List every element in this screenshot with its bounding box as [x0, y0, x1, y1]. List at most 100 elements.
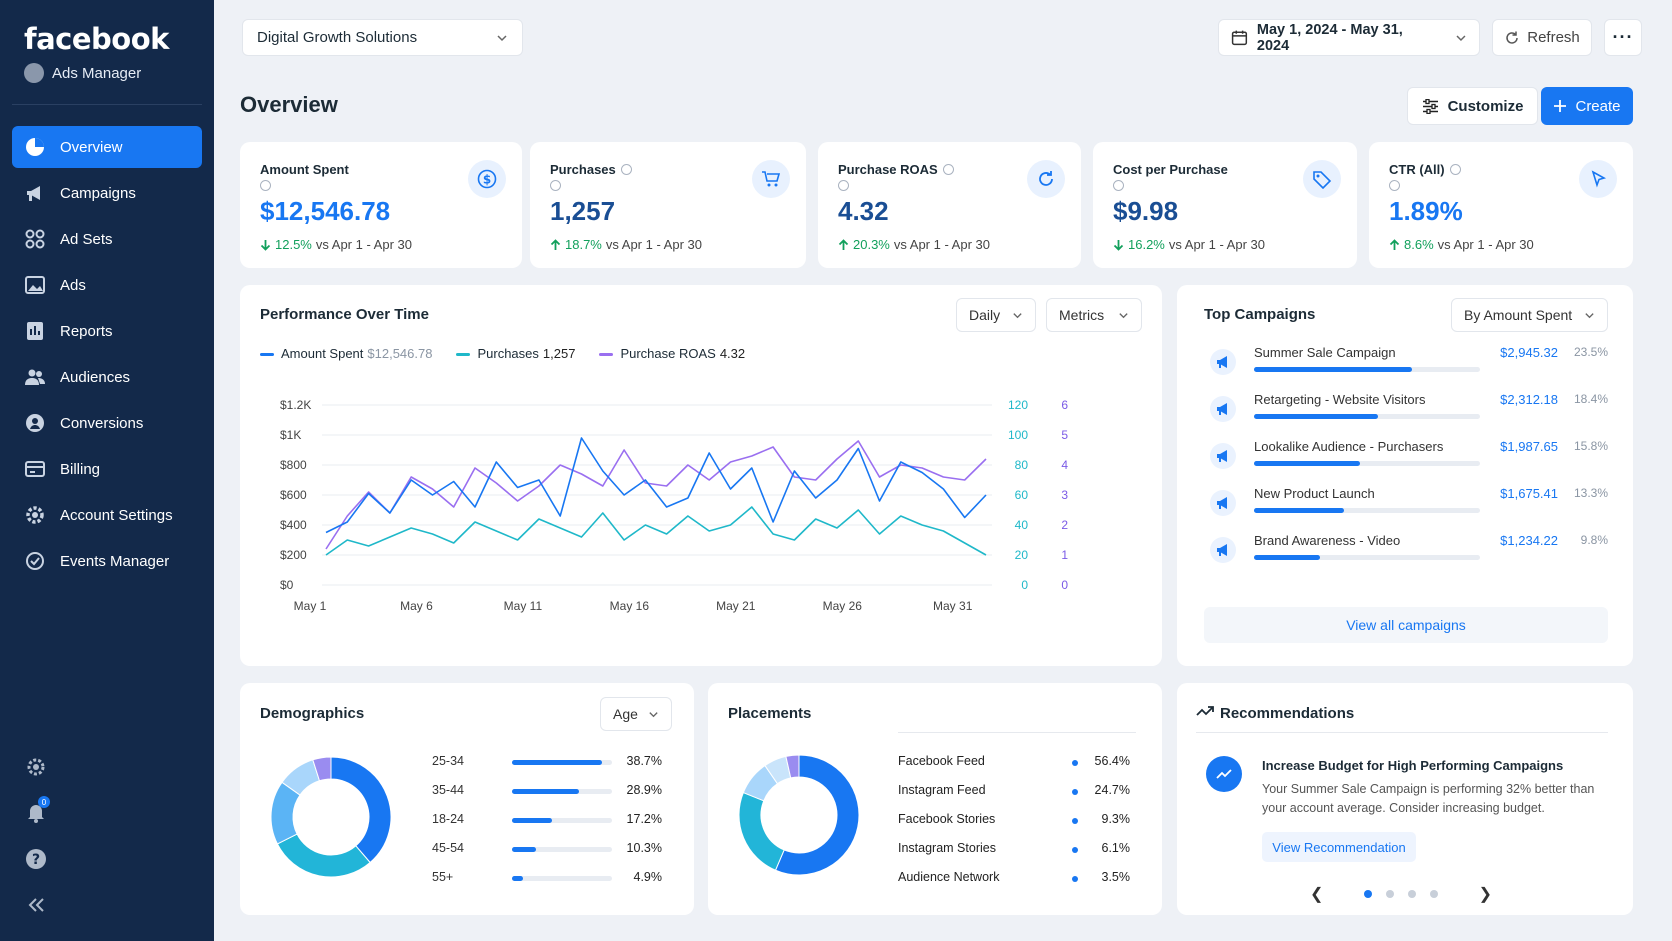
demographics-slice[interactable]: [330, 756, 392, 864]
demographics-row[interactable]: 35-44 28.9%: [432, 783, 662, 803]
refresh-button[interactable]: Refresh: [1492, 19, 1592, 56]
campaign-amount: $1,675.41: [1500, 486, 1558, 501]
info-icon[interactable]: [1449, 164, 1461, 175]
placement-row[interactable]: Instagram Feed 24.7%: [898, 783, 1130, 803]
kpi-icon-badge: [1027, 160, 1065, 198]
legend-item[interactable]: Purchase ROAS 4.32: [599, 346, 745, 361]
y-right-tick: 0: [1061, 578, 1068, 592]
facebook-logo[interactable]: facebook: [24, 22, 169, 56]
create-button[interactable]: Create: [1541, 87, 1633, 125]
info-icon[interactable]: [550, 180, 561, 191]
account-name: Digital Growth Solutions: [257, 29, 418, 46]
pager-dots: [1364, 890, 1438, 898]
customize-button[interactable]: Customize: [1407, 87, 1538, 125]
kpi-card-purchases[interactable]: Purchases 1,257 18.7% vs Apr 1 - Apr 30: [530, 142, 806, 268]
campaign-row[interactable]: Brand Awareness - Video $1,234.22 9.8%: [1210, 533, 1610, 573]
placements-slice[interactable]: [738, 791, 785, 871]
demographics-bar: [512, 789, 612, 794]
megaphone-glyph: [1217, 544, 1227, 556]
legend-item[interactable]: Purchases 1,257: [456, 346, 575, 361]
info-icon[interactable]: [620, 164, 632, 175]
settings-gear-icon[interactable]: [24, 755, 48, 779]
placement-row[interactable]: Facebook Feed 56.4%: [898, 754, 1130, 774]
view-recommendation-button[interactable]: View Recommendation: [1262, 832, 1416, 862]
kpi-card-ctr[interactable]: CTR (All) 1.89% 8.6% vs Apr 1 - Apr 30: [1369, 142, 1633, 268]
pager-dot[interactable]: [1408, 890, 1416, 898]
placement-row[interactable]: Facebook Stories 9.3%: [898, 812, 1130, 832]
info-icon[interactable]: [1113, 180, 1124, 191]
kpi-label: Purchases: [550, 162, 632, 177]
demographics-row[interactable]: 45-54 10.3%: [432, 841, 662, 861]
kpi-change: 8.6% vs Apr 1 - Apr 30: [1389, 237, 1534, 252]
help-icon[interactable]: ?: [24, 847, 48, 871]
pager-dot[interactable]: [1430, 890, 1438, 898]
demographics-row[interactable]: 55+ 4.9%: [432, 870, 662, 890]
sidebar-item-reports[interactable]: Reports: [12, 310, 202, 352]
legend-item[interactable]: Amount Spent $12,546.78: [260, 346, 432, 361]
kpi-label-text: Cost per Purchase: [1113, 162, 1228, 177]
demographics-title: Demographics: [260, 705, 365, 722]
campaign-row[interactable]: Summer Sale Campaign $2,945.32 23.5%: [1210, 345, 1610, 385]
sidebar-item-campaigns[interactable]: Campaigns: [12, 172, 202, 214]
info-icon[interactable]: [1389, 180, 1400, 191]
campaign-percent: 13.3%: [1573, 486, 1608, 500]
top-campaigns-card: [1177, 285, 1633, 666]
sidebar-item-events-manager[interactable]: Events Manager: [12, 540, 202, 582]
sidebar: facebook Ads Manager Overview Campaigns Ad…: [0, 0, 214, 941]
demographics-bar-fill: [512, 789, 580, 794]
metrics-dropdown[interactable]: Metrics: [1046, 298, 1142, 332]
sidebar-item-overview[interactable]: Overview: [12, 126, 202, 168]
next-arrow-icon[interactable]: ❯: [1478, 886, 1492, 903]
campaign-sort-dropdown[interactable]: By Amount Spent: [1451, 298, 1608, 332]
placement-row[interactable]: Instagram Stories 6.1%: [898, 841, 1130, 861]
demographics-bar: [512, 818, 612, 823]
demographics-percent: 28.9%: [626, 783, 662, 797]
sidebar-item-account-settings[interactable]: Account Settings: [12, 494, 202, 536]
campaign-amount: $2,312.18: [1500, 392, 1558, 407]
demographics-slice[interactable]: [276, 833, 371, 878]
kpi-card-cost-per-purchase[interactable]: Cost per Purchase $9.98 16.2% vs Apr 1 - Ap…: [1093, 142, 1357, 268]
kpi-change-value: 18.7%: [565, 237, 602, 252]
campaign-row[interactable]: New Product Launch $1,675.41 13.3%: [1210, 486, 1610, 526]
campaign-row[interactable]: Retargeting - Website Visitors $2,312.18 1…: [1210, 392, 1610, 432]
info-icon[interactable]: [838, 180, 849, 191]
demographics-slice[interactable]: [312, 756, 332, 782]
placements-slice[interactable]: [785, 754, 800, 779]
collapse-sidebar-icon[interactable]: [24, 893, 48, 917]
sidebar-item-conversions[interactable]: Conversions: [12, 402, 202, 444]
sidebar-item-audiences[interactable]: Audiences: [12, 356, 202, 398]
account-selector[interactable]: Digital Growth Solutions: [242, 19, 523, 56]
x-tick: May 6: [400, 599, 433, 613]
campaign-amount: $2,945.32: [1500, 345, 1558, 360]
placement-dot: [1072, 847, 1078, 853]
placements-slice[interactable]: [774, 754, 860, 876]
kpi-card-amount-spent[interactable]: Amount Spent $12,546.78 12.5% vs Apr 1 - Ap…: [240, 142, 522, 268]
kpi-change: 18.7% vs Apr 1 - Apr 30: [550, 237, 702, 252]
pager-dot[interactable]: [1364, 890, 1372, 898]
demographics-filter-dropdown[interactable]: Age: [600, 697, 672, 731]
sidebar-item-billing[interactable]: Billing: [12, 448, 202, 490]
kpi-card-purchase-roas[interactable]: Purchase ROAS 4.32 20.3% vs Apr 1 - Apr 30: [818, 142, 1081, 268]
x-tick: May 16: [610, 599, 650, 613]
kpi-label-text: CTR (All): [1389, 162, 1445, 177]
placement-row[interactable]: Audience Network 3.5%: [898, 870, 1130, 890]
notifications-button[interactable]: 0: [24, 796, 50, 824]
demographics-bar-fill: [512, 876, 524, 881]
placement-label: Instagram Feed: [898, 783, 986, 797]
date-range-picker[interactable]: May 1, 2024 - May 31, 2024: [1218, 19, 1480, 56]
info-icon[interactable]: [260, 180, 271, 191]
more-options-button[interactable]: ···: [1604, 19, 1642, 56]
sidebar-item-ad-sets[interactable]: Ad Sets: [12, 218, 202, 260]
sidebar-item-ads[interactable]: Ads: [12, 264, 202, 306]
prev-arrow-icon[interactable]: ❮: [1310, 886, 1324, 903]
info-icon[interactable]: [942, 164, 954, 175]
granularity-dropdown[interactable]: Daily: [956, 298, 1036, 332]
pager-dot[interactable]: [1386, 890, 1394, 898]
demographics-row[interactable]: 25-34 38.7%: [432, 754, 662, 774]
billing-icon: [25, 461, 45, 477]
campaign-row[interactable]: Lookalike Audience - Purchasers $1,987.65…: [1210, 439, 1610, 479]
demographics-row[interactable]: 18-24 17.2%: [432, 812, 662, 832]
sidebar-item-label: Account Settings: [60, 506, 173, 524]
y-mid-tick: 60: [1015, 488, 1029, 502]
view-all-campaigns-link[interactable]: View all campaigns: [1204, 607, 1608, 643]
